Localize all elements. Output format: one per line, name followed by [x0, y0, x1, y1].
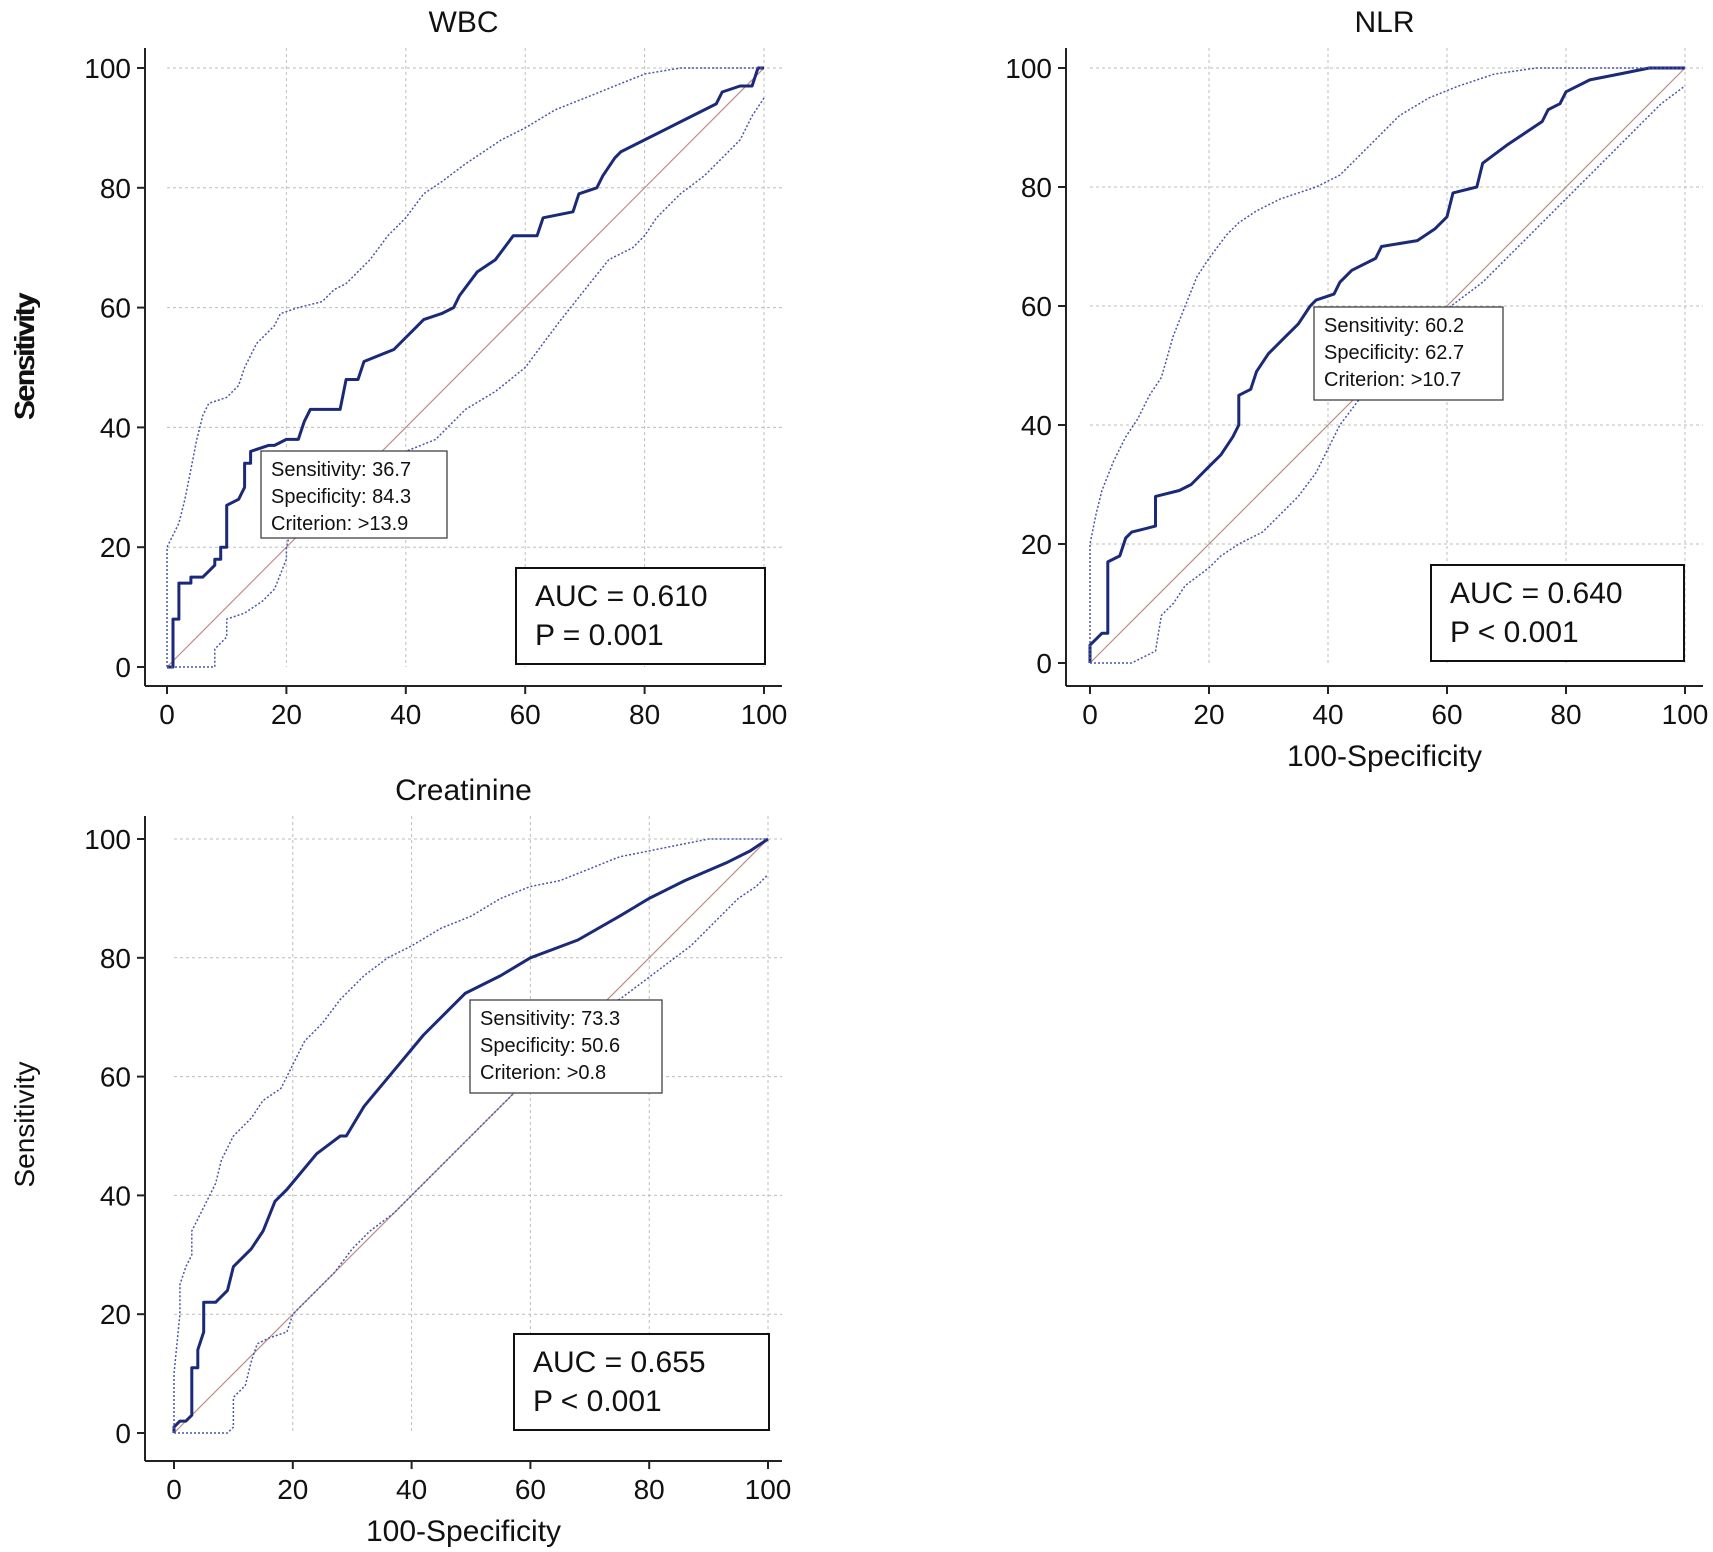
ci-upper-curve	[173, 838, 768, 1433]
ci-lower-curve	[174, 874, 769, 1434]
auc-box-frame	[513, 1333, 770, 1431]
x-tick-label: 20	[271, 699, 302, 730]
chart-title: Creatinine	[395, 774, 532, 807]
cutoff-line: Criterion: >10.7	[1324, 369, 1461, 391]
x-tick-label: 100	[741, 699, 788, 730]
roc-chart-creatinine: Creatinine 0 20 40 60 80 100 0 20 40 60 80 100 Sensit…	[9, 774, 791, 1548]
cutoff-line: Criterion: >13.9	[271, 513, 408, 535]
x-axis-label: 100-Specificity	[1287, 740, 1482, 773]
cutoff-line: Specificity: 84.3	[271, 486, 411, 508]
roc-curve	[1088, 66, 1685, 663]
cutoff-box: Sensitivity: 73.3 Specificity: 50.6 Criter…	[469, 999, 663, 1094]
x-tick-label: 80	[629, 699, 660, 730]
auc-box-frame	[515, 567, 766, 665]
ci-upper-curve	[1089, 67, 1685, 663]
y-tick-label: 60	[1021, 291, 1052, 322]
roc-chart-nlr: NLR 0 20 40 60 80 100 0 20 40 60 80 100 Sensitivity 10…	[9, 6, 1708, 773]
y-tick-label: 100	[84, 53, 131, 84]
y-tick-label: 100	[1005, 53, 1052, 84]
y-tick-label: 20	[100, 532, 131, 563]
cutoff-box-frame	[469, 999, 663, 1094]
x-tick-label: 100	[745, 1474, 792, 1505]
roc-chart-wbc: WBC 0 20 40 60 80 100 0 20 40 60 80 100 Sensitivity Se…	[9, 6, 787, 730]
y-axis-label: Sensitivity	[9, 292, 40, 418]
y-axis-label: Sensitivity	[9, 294, 40, 420]
y-tick-label: 20	[100, 1299, 131, 1330]
cutoff-box-frame	[260, 450, 448, 539]
x-axis-label: 100-Specificity	[366, 1515, 561, 1548]
x-tick-label: 0	[1082, 699, 1098, 730]
roc-curve	[167, 66, 764, 669]
auc-value: AUC = 0.640	[1450, 577, 1623, 610]
x-tick-label: 80	[1550, 699, 1581, 730]
y-tick-label: 40	[1021, 410, 1052, 441]
x-tick-label: 60	[515, 1474, 546, 1505]
x-tick-label: 0	[159, 699, 175, 730]
cutoff-line: Criterion: >0.8	[480, 1062, 606, 1084]
y-tick-label: 20	[1021, 529, 1052, 560]
auc-value: AUC = 0.610	[535, 580, 708, 613]
x-tick-label: 60	[1431, 699, 1462, 730]
p-value: P < 0.001	[533, 1385, 662, 1418]
x-tick-label: 20	[277, 1474, 308, 1505]
x-tick-label: 60	[510, 699, 541, 730]
ci-lower-curve	[1090, 85, 1686, 664]
y-tick-label: 80	[100, 943, 131, 974]
y-tick-label: 80	[1021, 172, 1052, 203]
x-tick-label: 40	[1312, 699, 1343, 730]
y-tick-label: 0	[115, 1418, 131, 1449]
y-tick-label: 0	[1036, 648, 1052, 679]
cutoff-line: Specificity: 62.7	[1324, 342, 1464, 364]
cutoff-line: Sensitivity: 60.2	[1324, 315, 1464, 337]
y-tick-label: 0	[115, 652, 131, 683]
cutoff-line: Specificity: 50.6	[480, 1035, 620, 1057]
auc-box: AUC = 0.640 P < 0.001	[1430, 564, 1685, 662]
y-tick-label: 40	[100, 1180, 131, 1211]
reference-diagonal	[166, 67, 765, 668]
y-tick-label: 100	[84, 824, 131, 855]
cutoff-line: Sensitivity: 36.7	[271, 459, 411, 481]
y-tick-label: 40	[100, 412, 131, 443]
cutoff-box: Sensitivity: 36.7 Specificity: 84.3 Criter…	[260, 450, 448, 539]
ci-upper-curve	[166, 67, 764, 667]
auc-value: AUC = 0.655	[533, 1346, 706, 1379]
roc-curve	[172, 837, 769, 1433]
x-tick-label: 0	[166, 1474, 182, 1505]
x-tick-label: 40	[390, 699, 421, 730]
cutoff-line: Sensitivity: 73.3	[480, 1008, 620, 1030]
auc-box: AUC = 0.610 P = 0.001	[515, 567, 766, 665]
chart-title: WBC	[429, 6, 499, 39]
y-axis-label: Sensitivity	[9, 1061, 40, 1187]
y-tick-label: 80	[100, 173, 131, 204]
x-tick-label: 100	[1662, 699, 1709, 730]
x-tick-label: 20	[1193, 699, 1224, 730]
cutoff-box: Sensitivity: 60.2 Specificity: 62.7 Criter…	[1313, 306, 1504, 401]
p-value: P = 0.001	[535, 619, 664, 652]
cutoff-box-frame	[1313, 306, 1504, 401]
ci-lower-curve	[167, 97, 765, 668]
reference-diagonal	[173, 838, 769, 1434]
chart-title: NLR	[1354, 6, 1414, 39]
x-tick-label: 40	[396, 1474, 427, 1505]
auc-box: AUC = 0.655 P < 0.001	[513, 1333, 770, 1431]
x-tick-label: 80	[634, 1474, 665, 1505]
y-tick-label: 60	[100, 293, 131, 324]
y-tick-label: 60	[100, 1062, 131, 1093]
auc-box-frame	[1430, 564, 1685, 662]
p-value: P < 0.001	[1450, 616, 1579, 649]
